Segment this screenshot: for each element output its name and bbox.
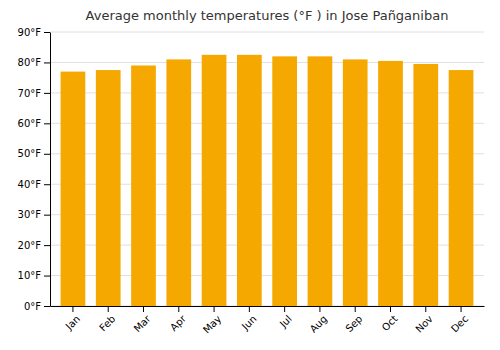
tick: Apr bbox=[168, 306, 189, 333]
tick-label: Aug bbox=[308, 313, 330, 335]
bar bbox=[449, 70, 474, 306]
bar bbox=[96, 70, 121, 306]
tick: 70°F bbox=[18, 88, 50, 99]
tick-mark bbox=[425, 306, 426, 312]
tick-mark bbox=[44, 245, 50, 246]
y-axis: 0°F 10°F 20°F 30°F 40°F 50°F 60°F 70°F 80°F 90°F bbox=[18, 27, 51, 312]
tick: 40°F bbox=[18, 179, 50, 190]
tick: Aug bbox=[308, 306, 330, 335]
tick: Oct bbox=[380, 306, 400, 333]
tick-mark bbox=[355, 306, 356, 312]
tick-label: Jun bbox=[239, 313, 259, 333]
tick: Feb bbox=[97, 306, 117, 333]
plot-area: 0°F 10°F 20°F 30°F 40°F 50°F 60°F 70°F 80°F 90°F J… bbox=[18, 27, 485, 336]
tick-mark bbox=[44, 62, 50, 63]
tick-label: Apr bbox=[168, 312, 189, 333]
tick: 80°F bbox=[18, 57, 50, 68]
grid-line bbox=[50, 32, 484, 33]
bar bbox=[413, 64, 438, 306]
tick-mark bbox=[72, 306, 73, 312]
tick: Nov bbox=[413, 306, 435, 335]
tick-label: Sep bbox=[343, 313, 364, 334]
tick-label: 50°F bbox=[18, 148, 42, 159]
tick-label: Nov bbox=[413, 313, 435, 335]
tick-mark bbox=[249, 306, 250, 312]
tick-label: 0°F bbox=[24, 301, 41, 312]
tick-label: Jul bbox=[277, 313, 294, 330]
tick-mark bbox=[44, 184, 50, 185]
tick-mark bbox=[214, 306, 215, 312]
tick: Mar bbox=[132, 306, 154, 334]
tick-mark bbox=[44, 93, 50, 94]
tick: Jun bbox=[239, 306, 259, 333]
tick-mark bbox=[44, 215, 50, 216]
tick-label: Feb bbox=[97, 313, 117, 333]
chart: 0°F 10°F 20°F 30°F 40°F 50°F 60°F 70°F 80°F 90°F J… bbox=[0, 0, 500, 350]
tick: 50°F bbox=[18, 148, 50, 159]
bar bbox=[308, 56, 333, 306]
x-axis: Jan Feb Mar Apr May Jun Jul Aug Sep Oct Nov Dec bbox=[51, 306, 485, 335]
tick-mark bbox=[143, 306, 144, 312]
tick-label: Oct bbox=[380, 313, 400, 333]
tick-label: May bbox=[201, 313, 223, 335]
bar bbox=[237, 55, 262, 306]
bar bbox=[343, 59, 368, 306]
tick: Jan bbox=[63, 306, 82, 332]
tick-mark bbox=[44, 154, 50, 155]
tick-mark bbox=[178, 306, 179, 312]
tick-label: 20°F bbox=[18, 240, 42, 251]
tick-label: Jan bbox=[63, 313, 82, 332]
tick-label: 70°F bbox=[18, 88, 42, 99]
tick: 10°F bbox=[18, 270, 50, 281]
tick-mark bbox=[108, 306, 109, 312]
tick-mark bbox=[44, 276, 50, 277]
tick: 0°F bbox=[24, 301, 50, 312]
bar bbox=[166, 59, 191, 306]
tick: 90°F bbox=[18, 27, 50, 38]
tick-label: 40°F bbox=[18, 179, 42, 190]
axis-line bbox=[51, 306, 485, 307]
tick: May bbox=[201, 306, 223, 335]
tick: Sep bbox=[343, 306, 364, 334]
tick: 30°F bbox=[18, 209, 50, 220]
bar bbox=[272, 56, 297, 306]
bar bbox=[378, 61, 403, 306]
tick: 20°F bbox=[18, 240, 50, 251]
title: Average monthly temperatures (°F ) in Jo… bbox=[86, 8, 449, 23]
tick: Dec bbox=[449, 306, 470, 335]
tick-mark bbox=[44, 32, 50, 33]
tick: Jul bbox=[277, 306, 294, 330]
tick-mark bbox=[319, 306, 320, 312]
bars bbox=[61, 55, 474, 306]
tick-label: 60°F bbox=[18, 118, 42, 129]
tick-mark bbox=[461, 306, 462, 312]
axis-line bbox=[50, 33, 51, 307]
tick-label: 80°F bbox=[18, 57, 42, 68]
grid bbox=[50, 32, 484, 306]
bar bbox=[131, 65, 156, 306]
grid-line bbox=[50, 62, 484, 63]
tick-mark bbox=[44, 123, 50, 124]
tick-label: 90°F bbox=[18, 27, 42, 38]
bar bbox=[61, 72, 86, 306]
tick-mark bbox=[390, 306, 391, 312]
tick: 60°F bbox=[18, 118, 50, 129]
tick-mark bbox=[44, 306, 50, 307]
tick-label: 30°F bbox=[18, 209, 42, 220]
tick-label: 10°F bbox=[18, 270, 42, 281]
tick-label: Dec bbox=[449, 313, 470, 334]
tick-label: Mar bbox=[132, 312, 154, 334]
tick-mark bbox=[284, 306, 285, 312]
bar bbox=[202, 55, 227, 306]
